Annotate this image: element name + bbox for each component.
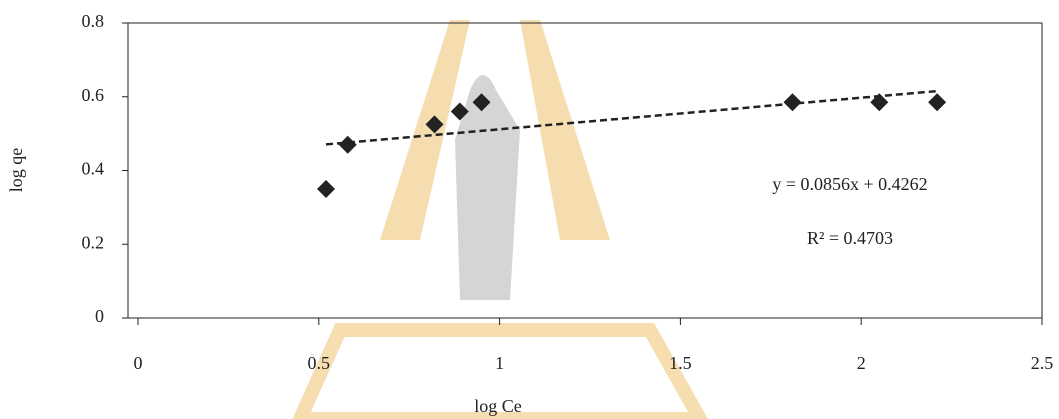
y-tick-label: 0.6 xyxy=(82,85,105,105)
x-tick-label: 0.5 xyxy=(308,353,331,373)
y-tick-label: 0.2 xyxy=(82,232,105,252)
x-tick-label: 0 xyxy=(134,353,143,373)
data-point xyxy=(472,93,491,112)
data-point xyxy=(928,93,947,112)
trendline xyxy=(325,89,938,146)
data-point xyxy=(783,93,802,112)
y-axis-title: log qe xyxy=(6,148,26,193)
watermark-shape xyxy=(292,323,709,419)
data-point xyxy=(425,115,444,134)
trendline-equation: y = 0.0856x + 0.4262 xyxy=(772,174,927,194)
y-tick-label: 0 xyxy=(95,306,104,326)
data-point xyxy=(870,93,889,112)
y-tick-label: 0.4 xyxy=(82,159,105,179)
trendline-r2: R² = 0.4703 xyxy=(807,228,893,248)
x-axis-title: log Ce xyxy=(474,396,522,416)
x-tick-label: 1 xyxy=(495,353,504,373)
x-tick-label: 1.5 xyxy=(669,353,692,373)
data-point xyxy=(317,179,336,198)
x-tick-label: 2 xyxy=(857,353,866,373)
data-point xyxy=(450,102,469,121)
watermark-shape xyxy=(380,20,610,240)
data-point xyxy=(338,135,357,154)
x-tick-label: 2.5 xyxy=(1031,353,1054,373)
y-tick-label: 0.8 xyxy=(82,11,105,31)
